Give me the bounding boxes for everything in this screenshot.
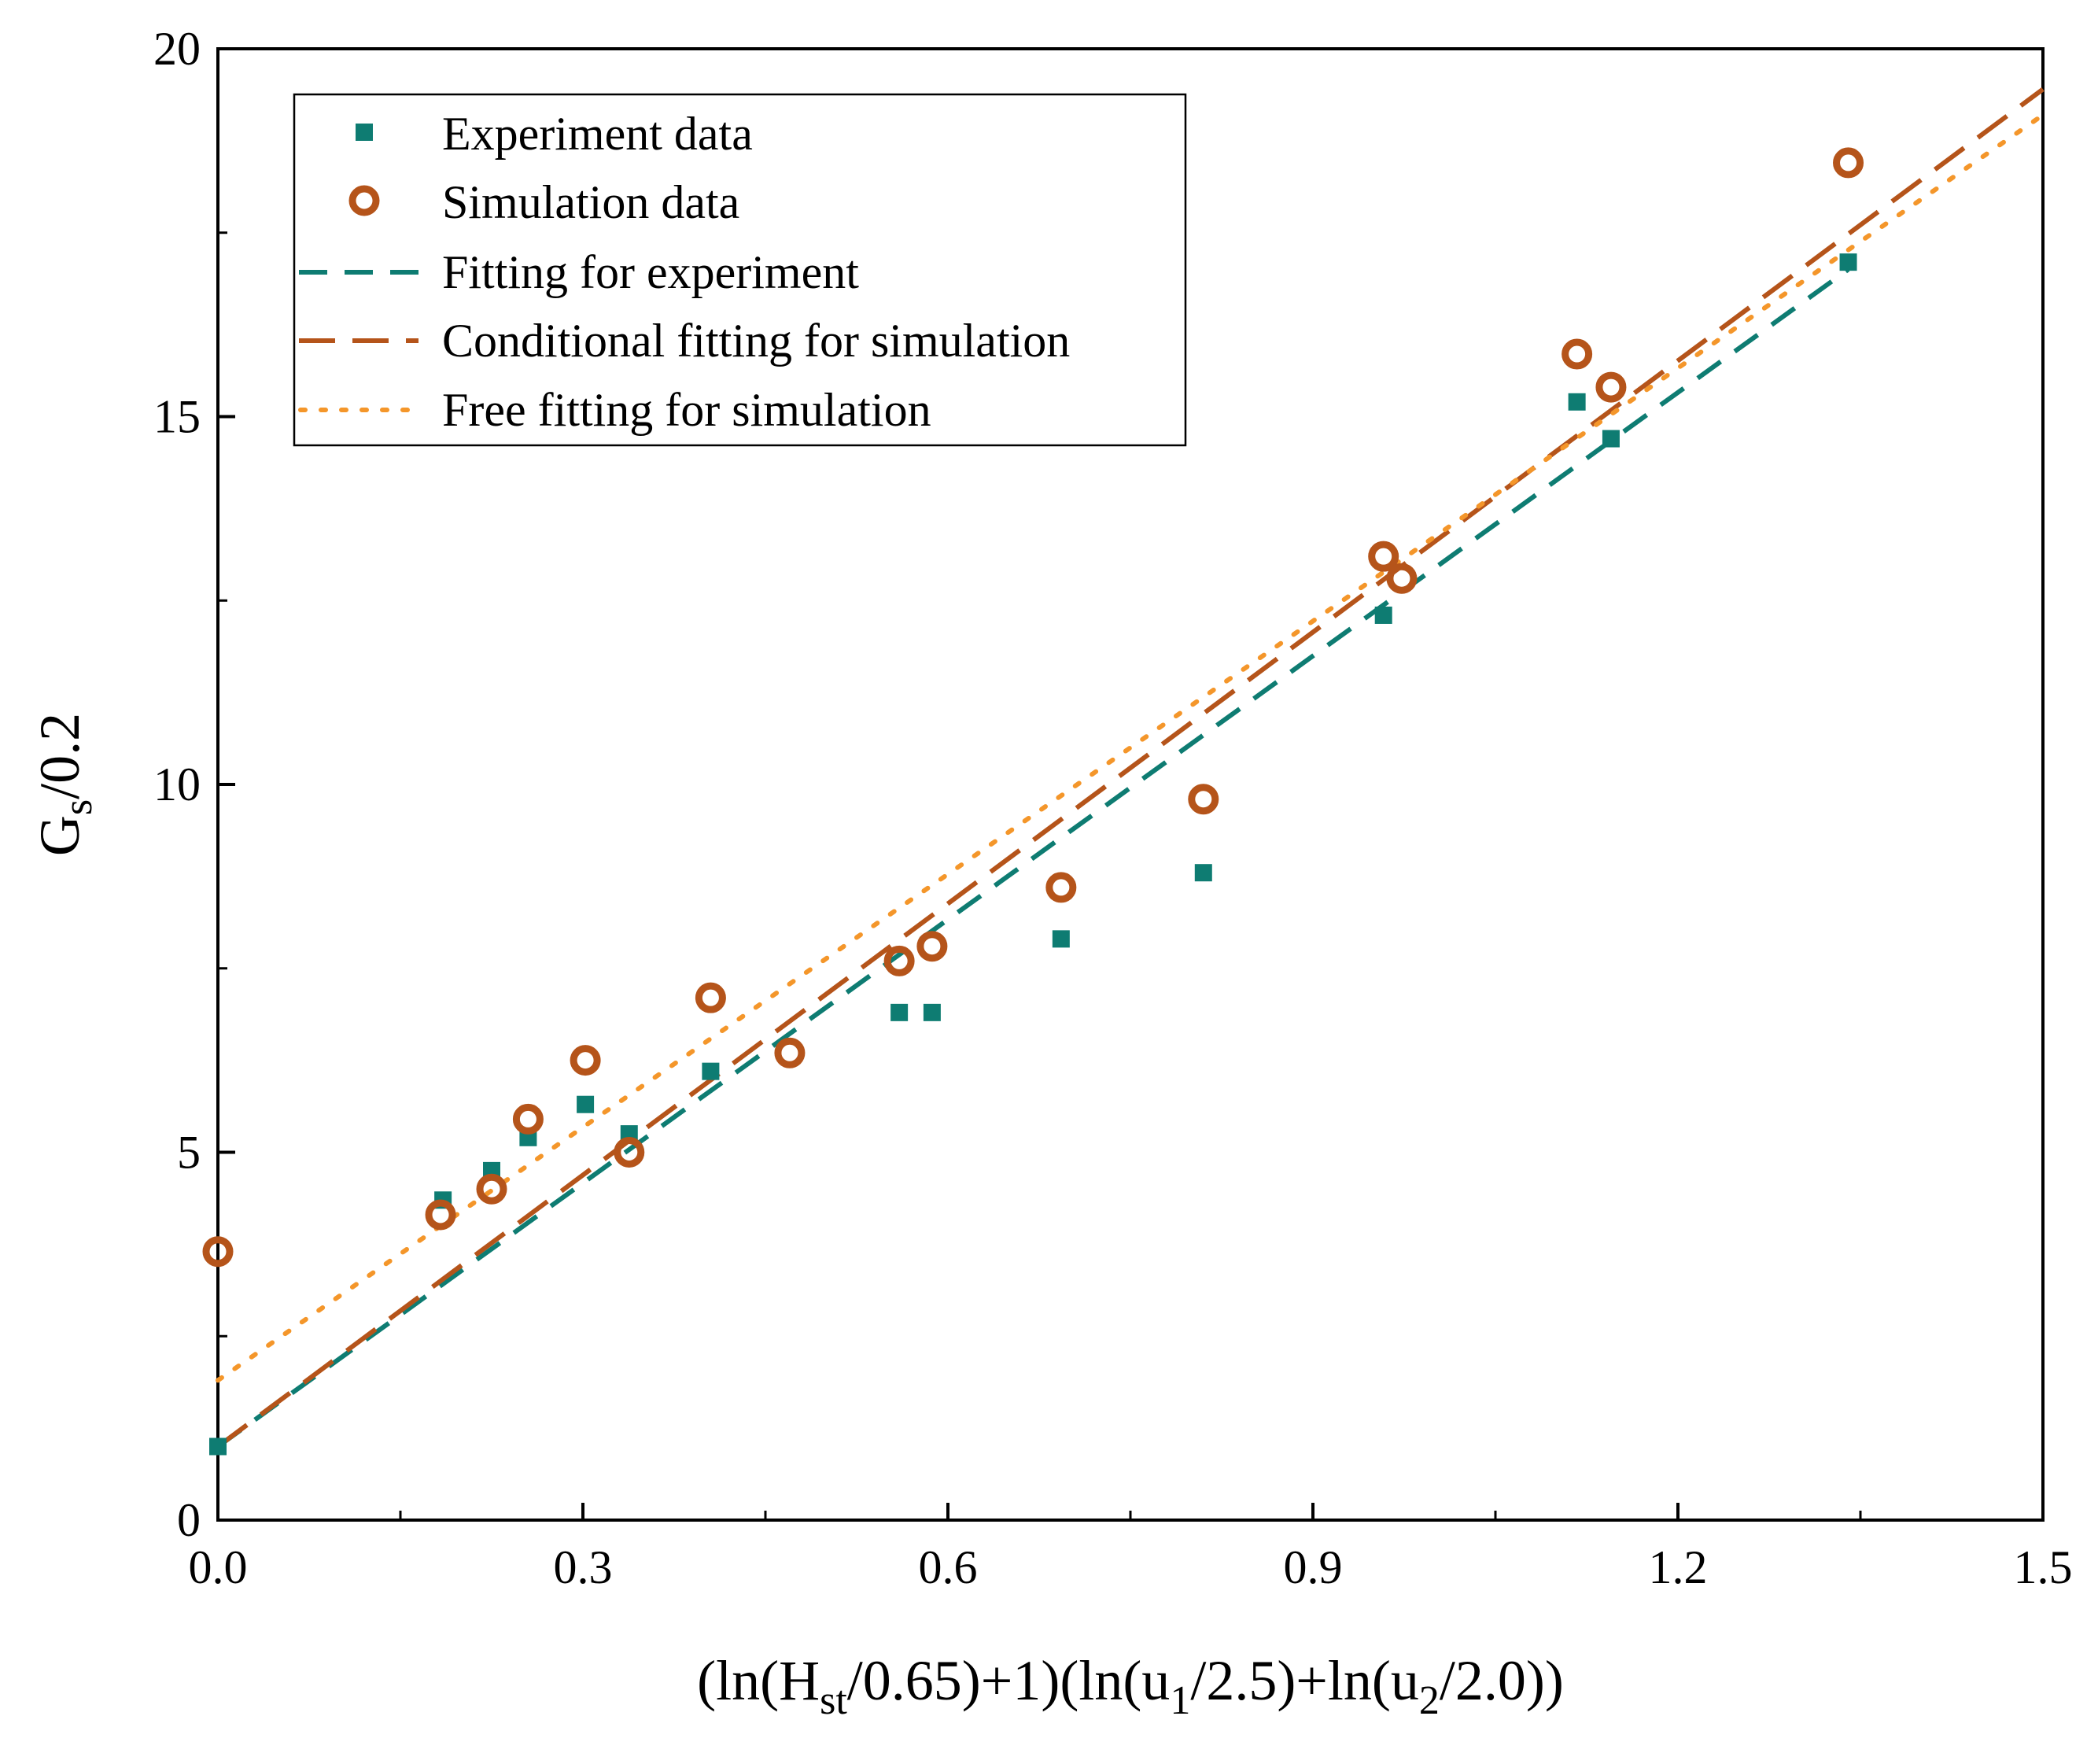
simulation-point: [695, 982, 726, 1013]
experiment-point: [577, 1095, 595, 1113]
fit-line-free-fitting-for-simulation: [216, 113, 2045, 1383]
legend: Experiment data Simulation data Fitting …: [293, 93, 1187, 447]
simulation-point: [570, 1045, 601, 1076]
experiment-point: [1568, 393, 1586, 411]
fit-lines: [216, 87, 2045, 1448]
experiment-point: [1602, 430, 1620, 448]
y-title-main: G: [28, 815, 91, 856]
legend-simulation-label: Simulation data: [442, 176, 739, 228]
x-axis-ticks: 0.0 0.3 0.6 0.9 1.2 1.5: [189, 1503, 2073, 1593]
legend-experiment-marker: [356, 124, 373, 141]
simulation-point: [1386, 563, 1418, 594]
x-title-part-2: /0.65)+1)(ln(u: [847, 1649, 1171, 1712]
y-tick-label: 20: [153, 23, 201, 75]
experiment-point: [890, 1003, 909, 1021]
y-tick-label: 0: [177, 1494, 201, 1546]
experiment-point: [1839, 253, 1857, 271]
experiment-point: [1194, 864, 1212, 882]
simulation-point: [1045, 872, 1077, 903]
x-tick-label: 0.0: [189, 1541, 248, 1593]
experiment-point: [209, 1437, 227, 1456]
y-axis-ticks: 0 5 10 15 20: [153, 23, 235, 1546]
legend-box: [293, 93, 1187, 447]
experiment-point: [1374, 606, 1392, 624]
x-title-part-1: (ln(H: [697, 1649, 820, 1712]
simulation-point: [1188, 784, 1219, 815]
simulation-point: [1833, 147, 1864, 179]
x-title-part-3: /2.5)+ln(u: [1190, 1649, 1419, 1712]
legend-free-fit-label: Free fitting for simulation: [442, 384, 931, 436]
simulation-point: [1368, 541, 1399, 572]
x-tick-label: 0.9: [1284, 1541, 1343, 1593]
x-tick-label: 0.6: [919, 1541, 978, 1593]
simulation-point: [614, 1137, 645, 1168]
simulation-point: [774, 1037, 806, 1068]
x-tick-label: 0.3: [554, 1541, 613, 1593]
legend-conditional-fit-label: Conditional fitting for simulation: [442, 315, 1070, 367]
y-title-sub: s: [56, 799, 101, 815]
fit-line-conditional-fitting-for-simulation: [216, 87, 2045, 1448]
y-title-tail: /0.2: [28, 713, 91, 799]
legend-experiment-label: Experiment data: [442, 108, 753, 160]
x-title-sub-1: 1: [1170, 1678, 1190, 1723]
experiment-point: [1052, 930, 1070, 948]
simulation-point: [1595, 371, 1627, 403]
simulation-point: [1562, 338, 1593, 370]
simulation-point: [202, 1236, 234, 1268]
experiment-point: [702, 1062, 720, 1080]
simulation-point: [883, 945, 915, 976]
y-tick-label: 15: [153, 391, 201, 443]
simulation-point: [425, 1199, 456, 1231]
simulation-point: [916, 931, 948, 962]
simulation-point: [476, 1173, 507, 1205]
simulation-point: [512, 1103, 544, 1135]
x-tick-label: 1.2: [1649, 1541, 1708, 1593]
y-tick-label: 10: [153, 758, 201, 810]
fit-line-fitting-for-experiment: [216, 268, 1850, 1448]
x-title-part-4: /2.0)): [1440, 1649, 1564, 1712]
y-tick-label: 5: [177, 1127, 201, 1179]
y-axis-title: Gs/0.2: [28, 713, 101, 856]
legend-fit-experiment-label: Fitting for experiment: [442, 246, 859, 298]
x-title-sub-st: st: [820, 1678, 847, 1723]
experiment-point: [923, 1003, 941, 1021]
data-points: [202, 147, 1864, 1456]
x-tick-label: 1.5: [2014, 1541, 2073, 1593]
legend-simulation-marker: [348, 185, 380, 216]
x-axis-title: (ln(Hst/0.65)+1)(ln(u1/2.5)+ln(u2/2.0)): [697, 1649, 1564, 1723]
x-title-sub-2: 2: [1419, 1678, 1440, 1723]
